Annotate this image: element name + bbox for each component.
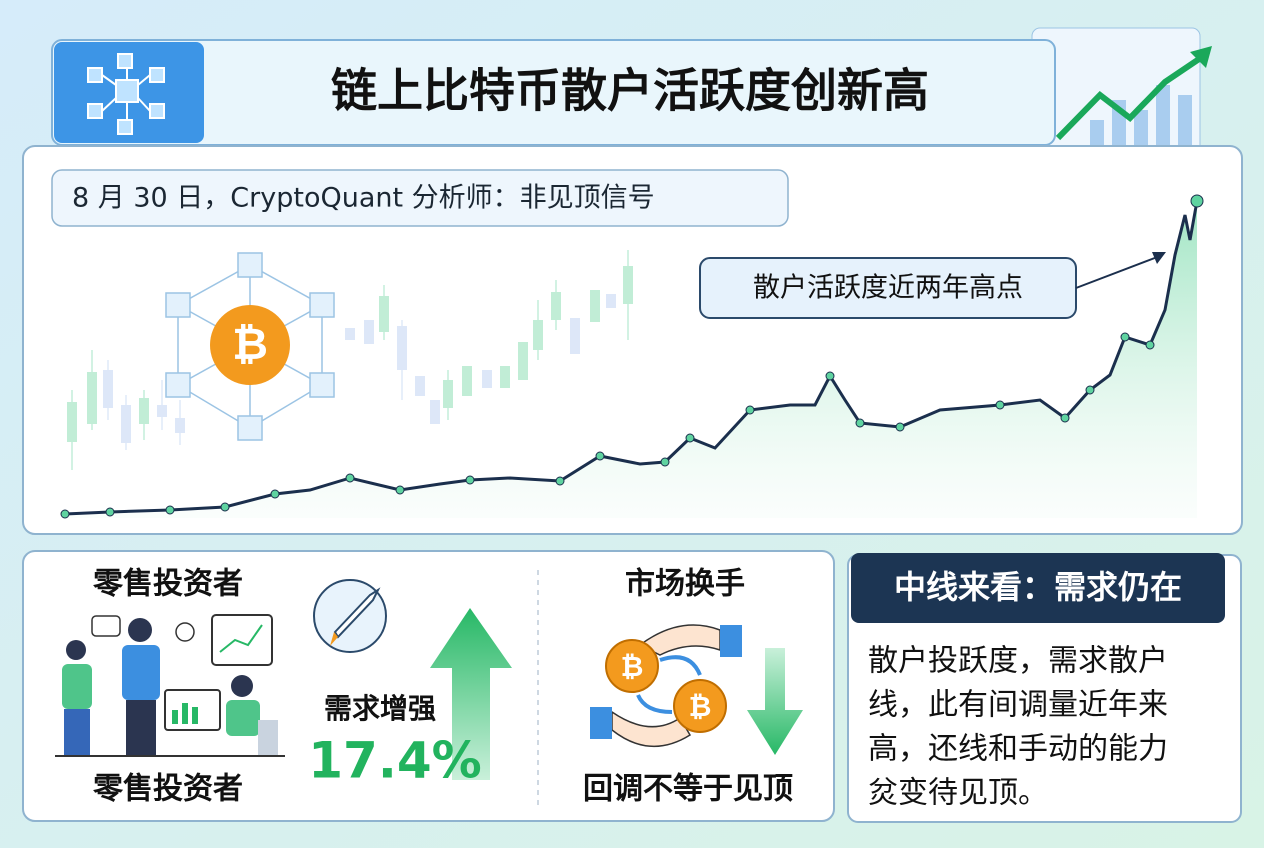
- header-chart-icon: [1055, 46, 1212, 148]
- outlook-body-line: 炃变待见顶。: [868, 776, 1048, 811]
- demand-label: 需求增强: [324, 692, 436, 725]
- title: 链上比特币散户活跃度创新高: [331, 64, 929, 118]
- subtitle: 8 月 30 日，CryptoQuant 分析师：非见顶信号: [72, 183, 655, 214]
- retail-caption: 零售投资者: [93, 772, 243, 807]
- demand-change: 17.4%: [308, 732, 481, 790]
- svg-text:₿: ₿: [621, 650, 644, 683]
- retail-heading: 零售投资者: [93, 567, 243, 602]
- rocket-icon: [313, 579, 387, 653]
- annotation-arrowhead: [1152, 252, 1166, 264]
- outlook-body-line: 散户投跃度，需求散户: [868, 644, 1168, 679]
- bitcoin-network-icon: ₿: [165, 252, 335, 441]
- candlesticks: [67, 250, 633, 470]
- exchange-illustration: ₿ ₿: [590, 624, 742, 747]
- market-heading: 市场换手: [625, 567, 745, 602]
- outlook-body-line: 线，此有间调量近年来: [868, 688, 1168, 723]
- outlook-heading: 中线来看：需求仍在: [894, 568, 1182, 606]
- market-caption: 回调不等于见顶: [583, 772, 793, 807]
- outlook-heading-box: [851, 553, 1225, 623]
- outlook-body-line: 高，还线和手动的能力: [868, 732, 1168, 767]
- annotation: 散户活跃度近两年高点: [753, 273, 1023, 304]
- up-arrow: [430, 608, 512, 780]
- trend-dots: [60, 194, 1204, 519]
- svg-text:₿: ₿: [232, 319, 268, 370]
- down-arrow: [747, 648, 803, 755]
- trend-area: [65, 201, 1197, 518]
- blockchain-icon: [87, 53, 165, 135]
- subtitle-box: [51, 169, 789, 227]
- svg-text:₿: ₿: [689, 690, 712, 723]
- annotation-arrow: [1075, 255, 1161, 289]
- investors-illustration: [55, 614, 285, 757]
